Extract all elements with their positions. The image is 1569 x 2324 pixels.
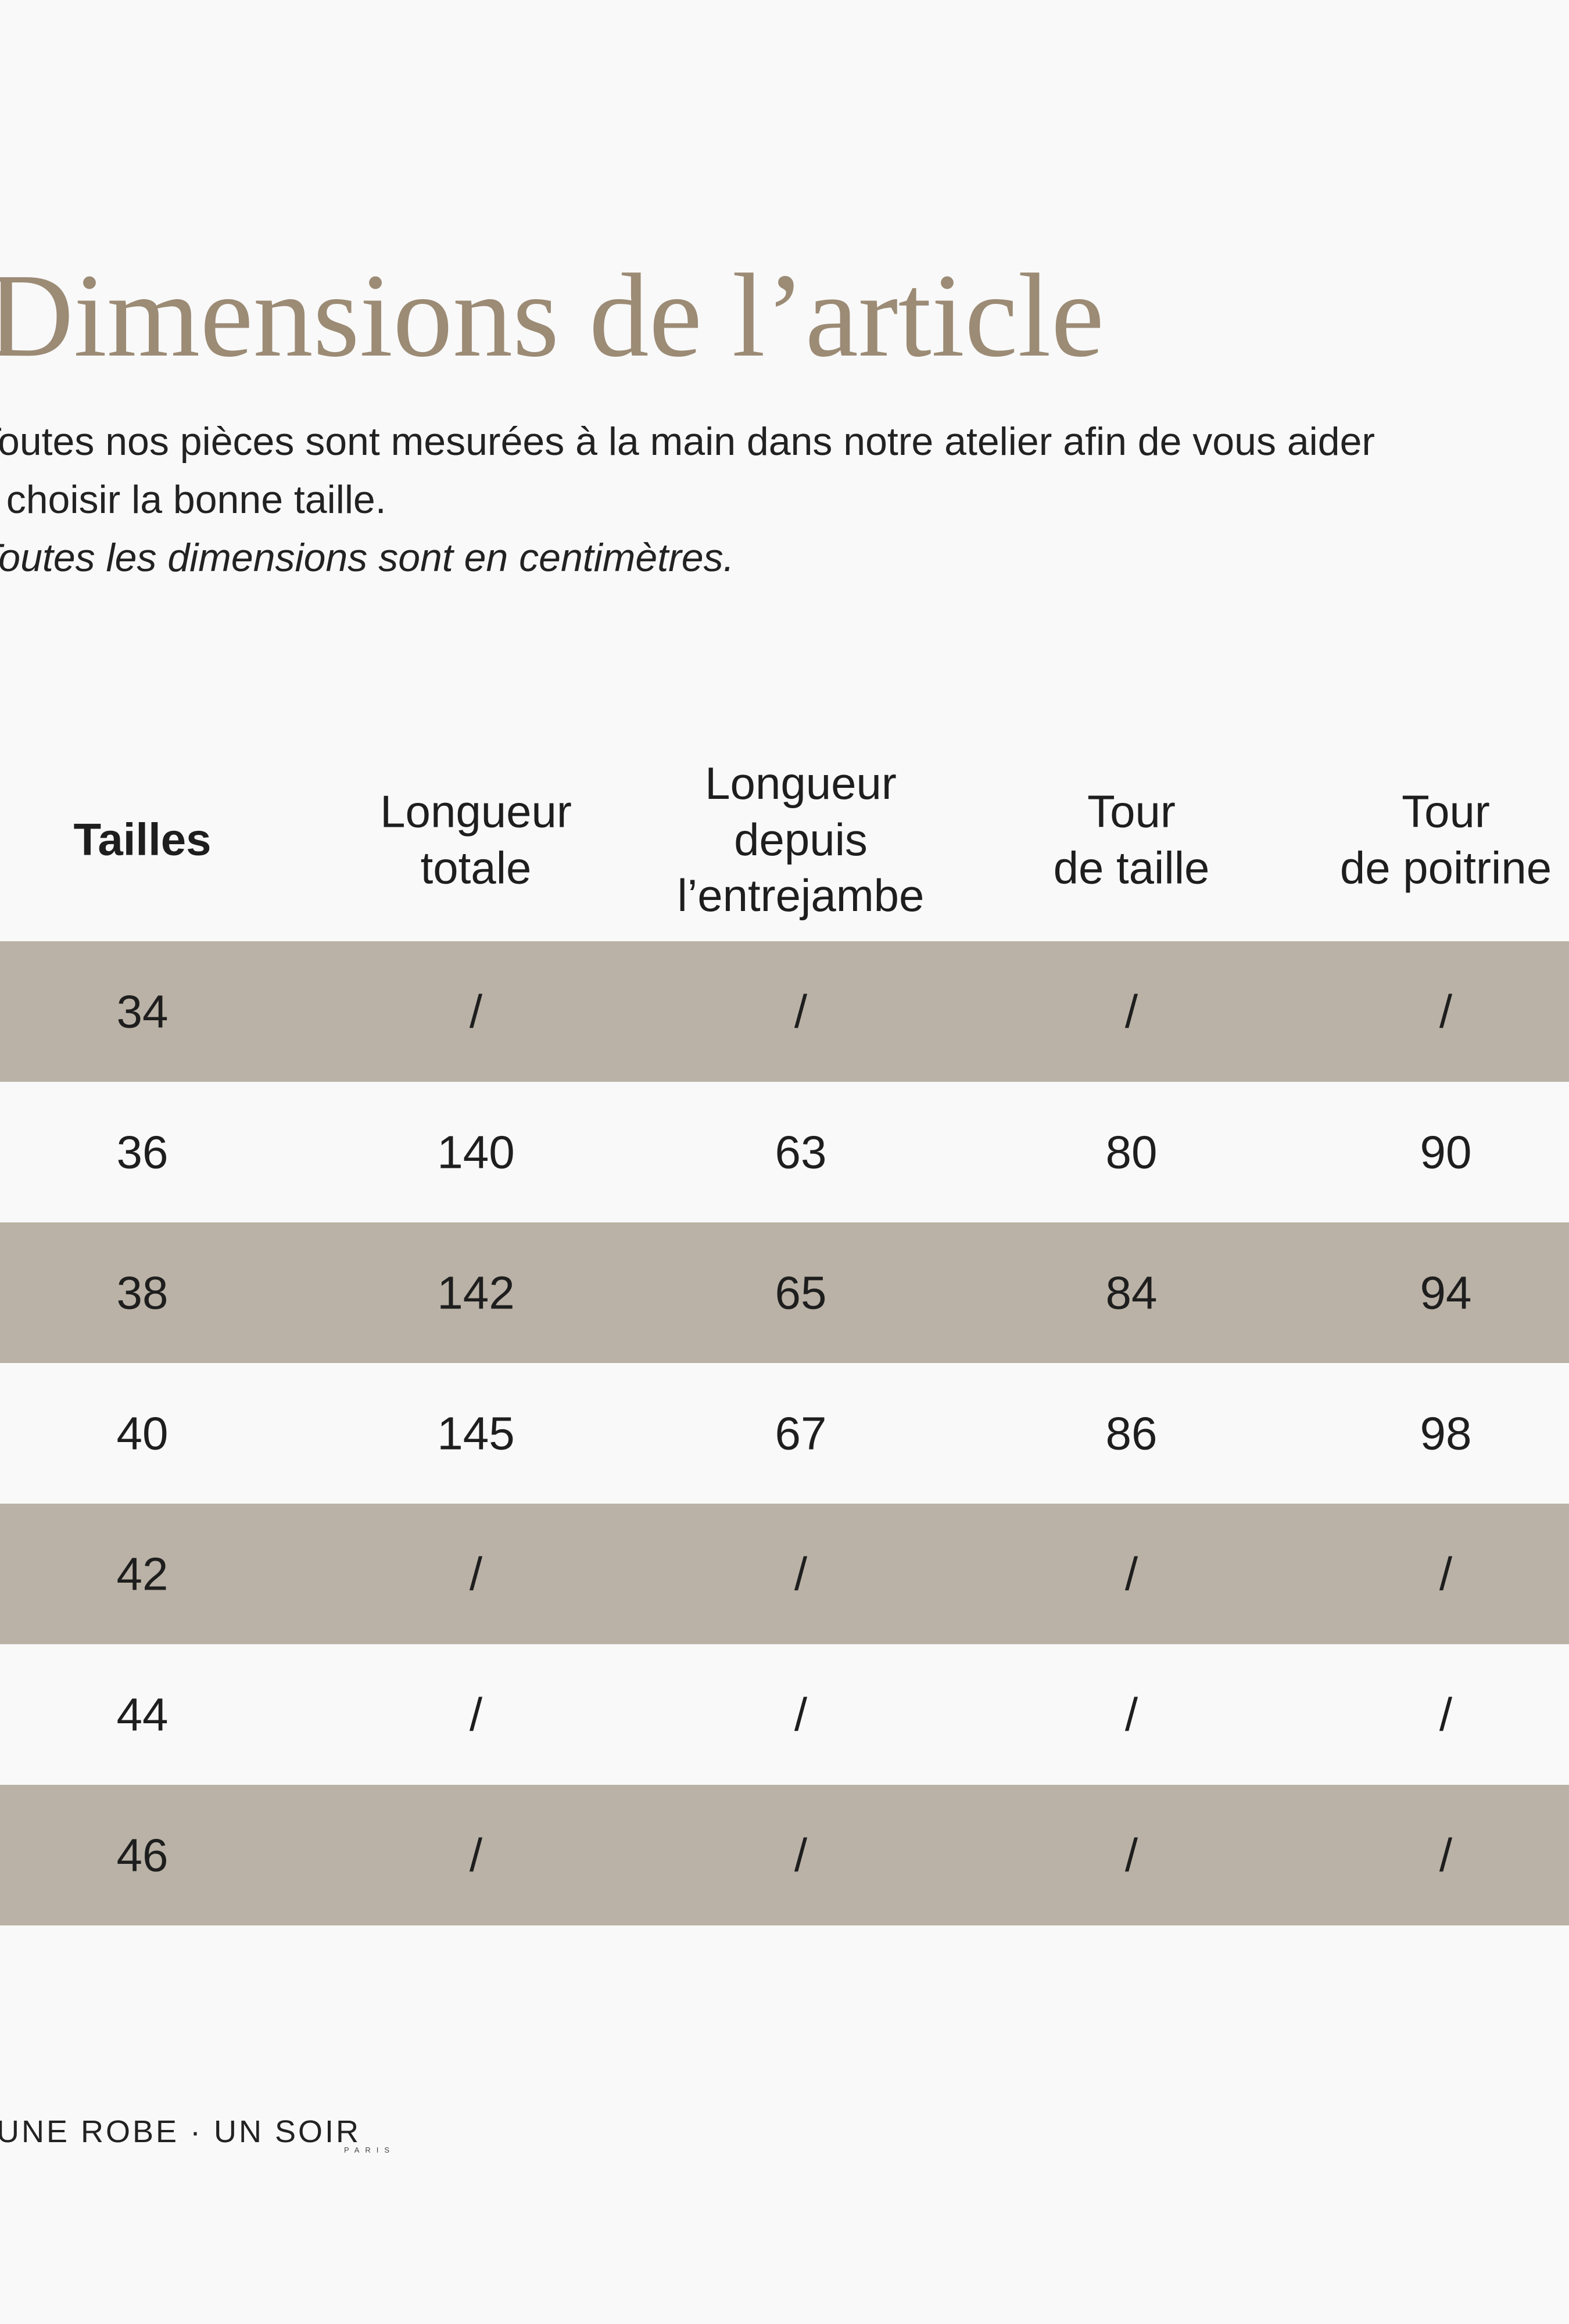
note: Toutes les dimensions sont en centimètre… [0, 536, 735, 580]
table-cell: / [794, 985, 808, 1038]
header-line: Tour [1402, 786, 1490, 837]
brand-city: PARIS [344, 2146, 396, 2154]
table-cell: / [1124, 1829, 1138, 1881]
table-cell: / [1439, 1548, 1453, 1600]
table-cell: 67 [775, 1407, 827, 1459]
table-row: 42 / / / / [0, 1504, 1569, 1644]
column-header: Tour de taille [1054, 783, 1210, 895]
column-header: Tailles [73, 812, 211, 868]
table-cell: / [794, 1688, 808, 1741]
table-cell: 90 [1420, 1126, 1472, 1178]
table-cell: 80 [1105, 1126, 1158, 1178]
table-cell: / [1124, 1548, 1138, 1600]
table-cell: 145 [437, 1407, 515, 1459]
table-cell: / [1124, 1688, 1138, 1741]
table-cell: / [794, 1829, 808, 1881]
table-row: 34 / / / / [0, 941, 1569, 1082]
header-line: Longueur [380, 786, 572, 837]
column-header: Longueur totale [380, 783, 572, 895]
table-cell: / [1439, 1688, 1453, 1741]
header-line: Tailles [73, 813, 212, 865]
brand-logo: UNE ROBE · UN SOIR [0, 2114, 361, 2149]
table-cell: 42 [116, 1548, 169, 1600]
table-cell: / [469, 1688, 483, 1741]
table-cell: / [1439, 1829, 1453, 1881]
header-line: de poitrine [1339, 842, 1552, 893]
table-cell: 98 [1420, 1407, 1472, 1459]
table-cell: / [1124, 985, 1138, 1038]
table-cell: 46 [116, 1829, 169, 1881]
table-cell: 140 [437, 1126, 515, 1178]
table-row: 40 145 67 86 98 [0, 1363, 1569, 1504]
table-row: 38 142 65 84 94 [0, 1222, 1569, 1363]
table-cell: 84 [1105, 1267, 1158, 1319]
table-cell: 36 [116, 1126, 169, 1178]
intro-line: Toutes nos pièces sont mesurées à la mai… [0, 419, 1375, 464]
table-cell: 44 [116, 1688, 169, 1741]
intro-line: à choisir la bonne taille. [0, 478, 386, 522]
column-header: Tour de poitrine [1340, 783, 1552, 895]
table-cell: 94 [1420, 1267, 1472, 1319]
table-cell: / [469, 1548, 483, 1600]
table-cell: 65 [775, 1267, 827, 1319]
header-line: Tour [1087, 786, 1176, 837]
table-cell: / [1439, 985, 1453, 1038]
table-cell: 40 [116, 1407, 169, 1459]
table-cell: 63 [775, 1126, 827, 1178]
table-cell: / [469, 985, 483, 1038]
table-cell: 34 [116, 985, 169, 1038]
header-line: depuis [734, 813, 868, 865]
table-row: 36 140 63 80 90 [0, 1082, 1569, 1222]
table-cell: / [469, 1829, 483, 1881]
header-line: l’entrejambe [677, 870, 925, 921]
header-line: totale [420, 842, 532, 893]
column-header: Longueur depuis l’entrejambe [678, 755, 925, 924]
table-cell: 38 [116, 1267, 169, 1319]
header-line: de taille [1053, 842, 1210, 893]
table-row: 44 / / / / [0, 1644, 1569, 1785]
table-cell: 86 [1105, 1407, 1158, 1459]
table-row: 46 / / / / [0, 1785, 1569, 1925]
header-line: Longueur [705, 757, 897, 809]
page-title: Dimensions de l’article [0, 249, 1105, 382]
table-cell: 142 [437, 1267, 515, 1319]
table-cell: / [794, 1548, 808, 1600]
